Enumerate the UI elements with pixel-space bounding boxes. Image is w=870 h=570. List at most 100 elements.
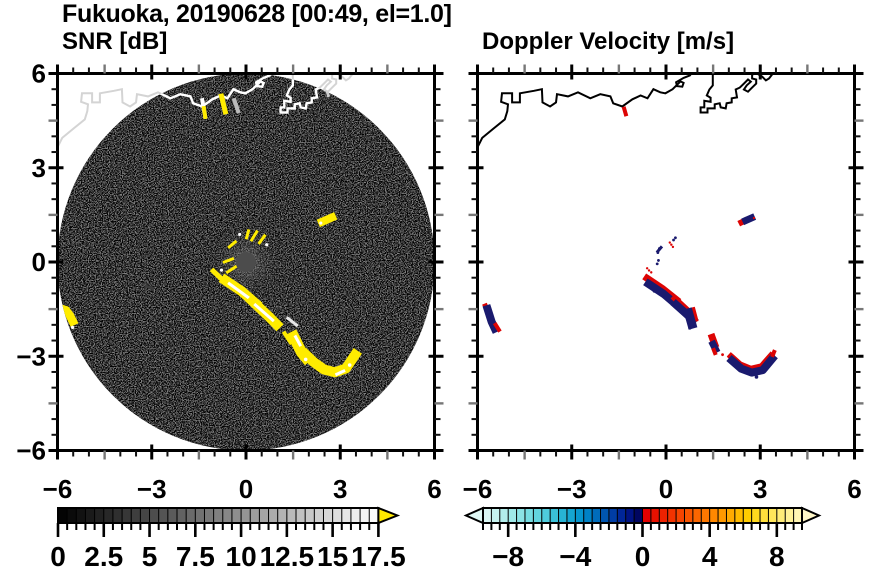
colorbar-segment: [332, 507, 343, 524]
feature-dot: [650, 271, 653, 274]
colorbar-segment: [507, 507, 518, 524]
colorbar-segment: [734, 507, 745, 524]
feature-dot: [219, 268, 224, 272]
feature-stroke: [257, 233, 267, 245]
velocity-colorbar: −8 −4 0 4 8: [463, 506, 822, 570]
right-panel: −6 −3 0 3 6: [463, 64, 864, 504]
feature-stroke: [299, 347, 362, 378]
colorbar-segment: [566, 507, 577, 524]
snr-colorbar: 0 2.5 5 7.5 10 12.5 15 17.5: [50, 506, 406, 570]
colorbar-segment: [130, 507, 142, 524]
feature-stroke: [218, 93, 229, 115]
colorbar-segment: [784, 507, 795, 524]
colorbar-segment: [112, 507, 124, 524]
feature-stroke: [770, 349, 777, 358]
colorbar-segment: [203, 507, 215, 524]
colorbar-label: 0: [50, 541, 66, 570]
colorbar-segment: [167, 507, 179, 524]
colorbar-segment: [322, 507, 334, 524]
colorbar-segment: [700, 507, 711, 524]
colorbar-segment: [240, 507, 252, 524]
colorbar-segment: [717, 507, 728, 524]
colorbar-label: −8: [492, 541, 524, 570]
feature-dot: [265, 243, 269, 247]
feature-dot: [655, 262, 659, 266]
y-tick-label: 0: [32, 247, 46, 277]
colorbar-label: 7.5: [176, 541, 215, 570]
colorbar-segment: [359, 507, 371, 524]
feature-dot: [670, 243, 673, 246]
x-tick-label: −6: [463, 474, 493, 504]
colorbar-segment: [516, 507, 526, 524]
feature-stroke: [711, 347, 718, 356]
colorbar-label: 10: [226, 541, 257, 570]
x-tick-labels: −6 −3 0 3 6: [43, 474, 442, 504]
colorbar-segment: [692, 507, 703, 524]
colorbar-label: 5: [142, 541, 158, 570]
feature-stroke: [492, 322, 502, 333]
colorbar-segment: [600, 507, 610, 524]
feature-stroke: [281, 330, 294, 346]
colorbar-segment: [532, 507, 543, 524]
x-tick-label: 0: [659, 474, 673, 504]
colorbar-ticks: [56, 523, 380, 537]
feature-stroke: [231, 97, 241, 114]
colorbar-label: 17.5: [351, 541, 406, 570]
feature-dot: [721, 353, 724, 357]
left-panel-title: SNR [dB]: [62, 28, 168, 55]
colorbar-label: 2.5: [84, 541, 123, 570]
colorbar-label: 15: [317, 541, 348, 570]
colorbar-segment: [499, 507, 510, 524]
feature-dot: [347, 363, 352, 367]
colorbar-segment: [541, 507, 552, 524]
feature-stroke: [227, 281, 254, 303]
feature-dot: [688, 326, 692, 330]
feature-dot: [319, 221, 323, 225]
feature-stroke: [655, 245, 664, 254]
x-tick-label: 3: [753, 474, 767, 504]
colorbar-segment: [776, 507, 787, 524]
feature-stroke: [201, 105, 208, 120]
colorbar-arrow-right: [801, 506, 822, 525]
colorbar-segment: [633, 507, 644, 524]
colorbar-segment: [66, 507, 78, 524]
colorbar-label: −4: [559, 541, 591, 570]
feature-polygon: [61, 304, 79, 327]
colorbar-segment: [304, 507, 316, 524]
colorbar-segment: [675, 507, 686, 524]
feature-stroke: [334, 369, 346, 377]
colorbar-segment: [249, 507, 261, 524]
harbor: [699, 73, 774, 114]
x-tick-label: −6: [43, 474, 73, 504]
feature-stroke: [741, 213, 757, 226]
feature-dot: [672, 238, 675, 242]
right-panel-title: Doppler Velocity [m/s]: [482, 28, 735, 55]
feature-stroke: [683, 307, 698, 330]
colorbar-segment: [313, 507, 325, 524]
feature-stroke: [316, 212, 338, 228]
feature-stroke: [726, 353, 778, 377]
colorbar-segment: [759, 507, 770, 524]
colorbar-segment: [767, 507, 778, 524]
coastline-group: [477, 73, 774, 150]
x-tick-label: 6: [427, 474, 441, 504]
feature-stroke: [249, 229, 259, 243]
x-tick-labels: −6 −3 0 3 6: [463, 474, 862, 504]
colorbar-arrow-left: [463, 506, 484, 525]
x-tick-label: 0: [239, 474, 253, 504]
colorbar-segment: [350, 507, 362, 524]
colorbar-segment: [222, 507, 233, 524]
feature-stroke: [209, 267, 226, 283]
colorbar-label: 4: [702, 541, 718, 570]
colorbar-segment: [524, 507, 535, 524]
colorbar-segment: [213, 507, 224, 524]
colorbar-segment: [149, 507, 160, 524]
feature-stroke: [253, 302, 275, 323]
colorbar-ticks: [481, 523, 804, 537]
axis-ticks: [468, 64, 864, 460]
colorbar-segment: [258, 507, 270, 524]
feature-dot: [674, 236, 677, 240]
feature-dot: [238, 232, 242, 236]
